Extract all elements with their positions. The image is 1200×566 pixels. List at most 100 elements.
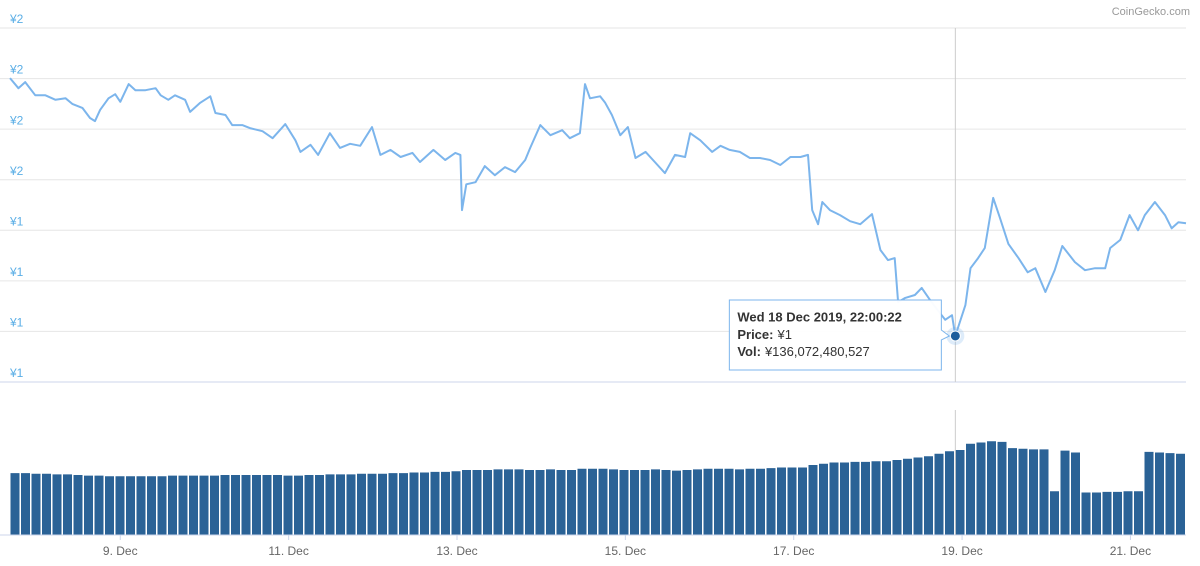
tooltip-box [728,299,951,371]
volume-bar [21,473,30,535]
volume-bar [756,468,765,535]
volume-bar [420,472,429,535]
volume-bar [1008,448,1017,535]
volume-bar [10,473,20,535]
volume-bar [525,470,534,535]
volume-bar [724,468,734,535]
volume-bar [63,474,72,535]
y-tick-label: ¥1 [9,316,24,330]
volume-bar [1134,491,1143,535]
volume-bar [514,469,524,535]
x-tick-label: 11. Dec [268,544,308,558]
tooltip-vol-label: Vol: [737,344,761,359]
volume-bar [714,468,723,535]
volume-bar [241,475,251,535]
volume-bar [567,470,576,535]
x-tick-label: 9. Dec [103,544,138,558]
volume-bar [94,475,104,535]
x-tick-label: 15. Dec [605,544,646,558]
volume-bar [472,470,482,535]
tooltip-price-label: Price: [737,327,773,342]
volume-bar [546,469,555,535]
volume-bar [598,468,608,535]
volume-bar [136,476,146,535]
volume-bar [829,462,839,535]
volume-bar [892,460,902,535]
volume-bar [924,456,933,535]
y-tick-label: ¥1 [9,366,24,380]
y-tick-label: ¥2 [9,12,24,26]
volume-bar [840,462,849,535]
x-tick-label: 21. Dec [1110,544,1151,558]
volume-bar [1071,452,1080,535]
volume-bar [346,474,356,535]
volume-bar [210,475,219,535]
volume-bar [451,471,461,535]
credit: CoinGecko.com [1112,6,1190,18]
volume-bar [1113,491,1122,535]
volume-bar [987,441,996,535]
tooltip-vol-value: ¥136,072,480,527 [764,344,870,359]
volume-bar [325,474,335,535]
hover-point [949,330,961,342]
y-tick-label: ¥2 [9,113,24,127]
volume-bar [105,476,114,535]
volume-bar [777,467,786,535]
volume-bar [483,470,492,535]
volume-bar [168,475,177,535]
tooltip-title: Wed 18 Dec 2019, 22:00:22 [737,309,902,324]
volume-bar [378,473,387,535]
y-tick-label: ¥1 [9,214,24,228]
volume-bar [504,469,513,535]
volume-bar [1165,453,1175,535]
volume-bar [703,468,713,535]
volume-bar [661,470,671,535]
tooltip-price: Price: ¥1 [737,327,792,342]
volume-bar [1144,451,1154,535]
volume-bar [178,475,188,535]
volume-bar [861,461,870,535]
volume-bar [976,442,986,535]
volume-bar [147,476,156,535]
volume-bar [1092,492,1101,535]
volume-bar [672,470,681,535]
volume-bar [535,470,545,535]
volume-bar [903,458,912,535]
volume-bar [409,472,419,535]
volume-bar [693,469,702,535]
y-tick-label: ¥1 [9,265,24,279]
volume-bar [367,473,377,535]
volume-bar [609,469,618,535]
volume-bar [252,475,261,535]
volume-bar [157,476,167,535]
volume-bar [493,469,503,535]
volume-bar [1060,450,1070,535]
volume-bar [294,475,303,535]
volume-bar [115,476,125,535]
volume-bar [42,473,51,535]
volume-bar [966,443,975,535]
volume-bar [619,470,629,535]
volume-bar [231,475,240,535]
volume-bar [651,469,660,535]
volume-bar [1176,453,1185,535]
volume-bar [357,473,366,535]
volume-bar [1123,491,1133,535]
volume-bar [640,470,650,535]
volume-bar [388,473,398,535]
volume-bar [556,470,566,535]
x-tick-label: 19. Dec [941,544,982,558]
volume-bar [735,469,744,535]
volume-bar [336,474,345,535]
volume-bar [682,470,692,535]
volume-bar [430,471,440,535]
volume-bar [913,457,923,535]
tooltip-price-value: ¥1 [776,327,791,342]
x-tick-label: 17. Dec [773,544,814,558]
volume-bar [850,461,860,535]
volume-bar [199,475,209,535]
volume-bar [871,461,881,535]
y-tick-label: ¥2 [9,164,24,178]
volume-bar [588,468,597,535]
